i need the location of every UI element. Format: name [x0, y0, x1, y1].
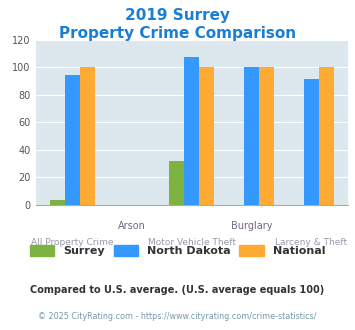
Bar: [184, 57, 199, 205]
Legend: Surrey, North Dakota, National: Surrey, North Dakota, National: [26, 242, 329, 260]
Text: Arson: Arson: [118, 221, 146, 231]
Text: Property Crime Comparison: Property Crime Comparison: [59, 26, 296, 41]
Bar: [244, 67, 259, 205]
Bar: [304, 80, 319, 205]
Text: 2019 Surrey: 2019 Surrey: [125, 8, 230, 23]
Text: Compared to U.S. average. (U.S. average equals 100): Compared to U.S. average. (U.S. average …: [31, 285, 324, 295]
Bar: [259, 67, 274, 205]
Bar: [199, 67, 214, 205]
Bar: [65, 75, 80, 205]
Text: Motor Vehicle Theft: Motor Vehicle Theft: [148, 238, 236, 247]
Bar: [80, 67, 94, 205]
Bar: [169, 161, 184, 205]
Text: © 2025 CityRating.com - https://www.cityrating.com/crime-statistics/: © 2025 CityRating.com - https://www.city…: [38, 312, 317, 321]
Bar: [50, 200, 65, 205]
Bar: [319, 67, 334, 205]
Text: Larceny & Theft: Larceny & Theft: [275, 238, 347, 247]
Text: Burglary: Burglary: [231, 221, 272, 231]
Text: All Property Crime: All Property Crime: [31, 238, 113, 247]
